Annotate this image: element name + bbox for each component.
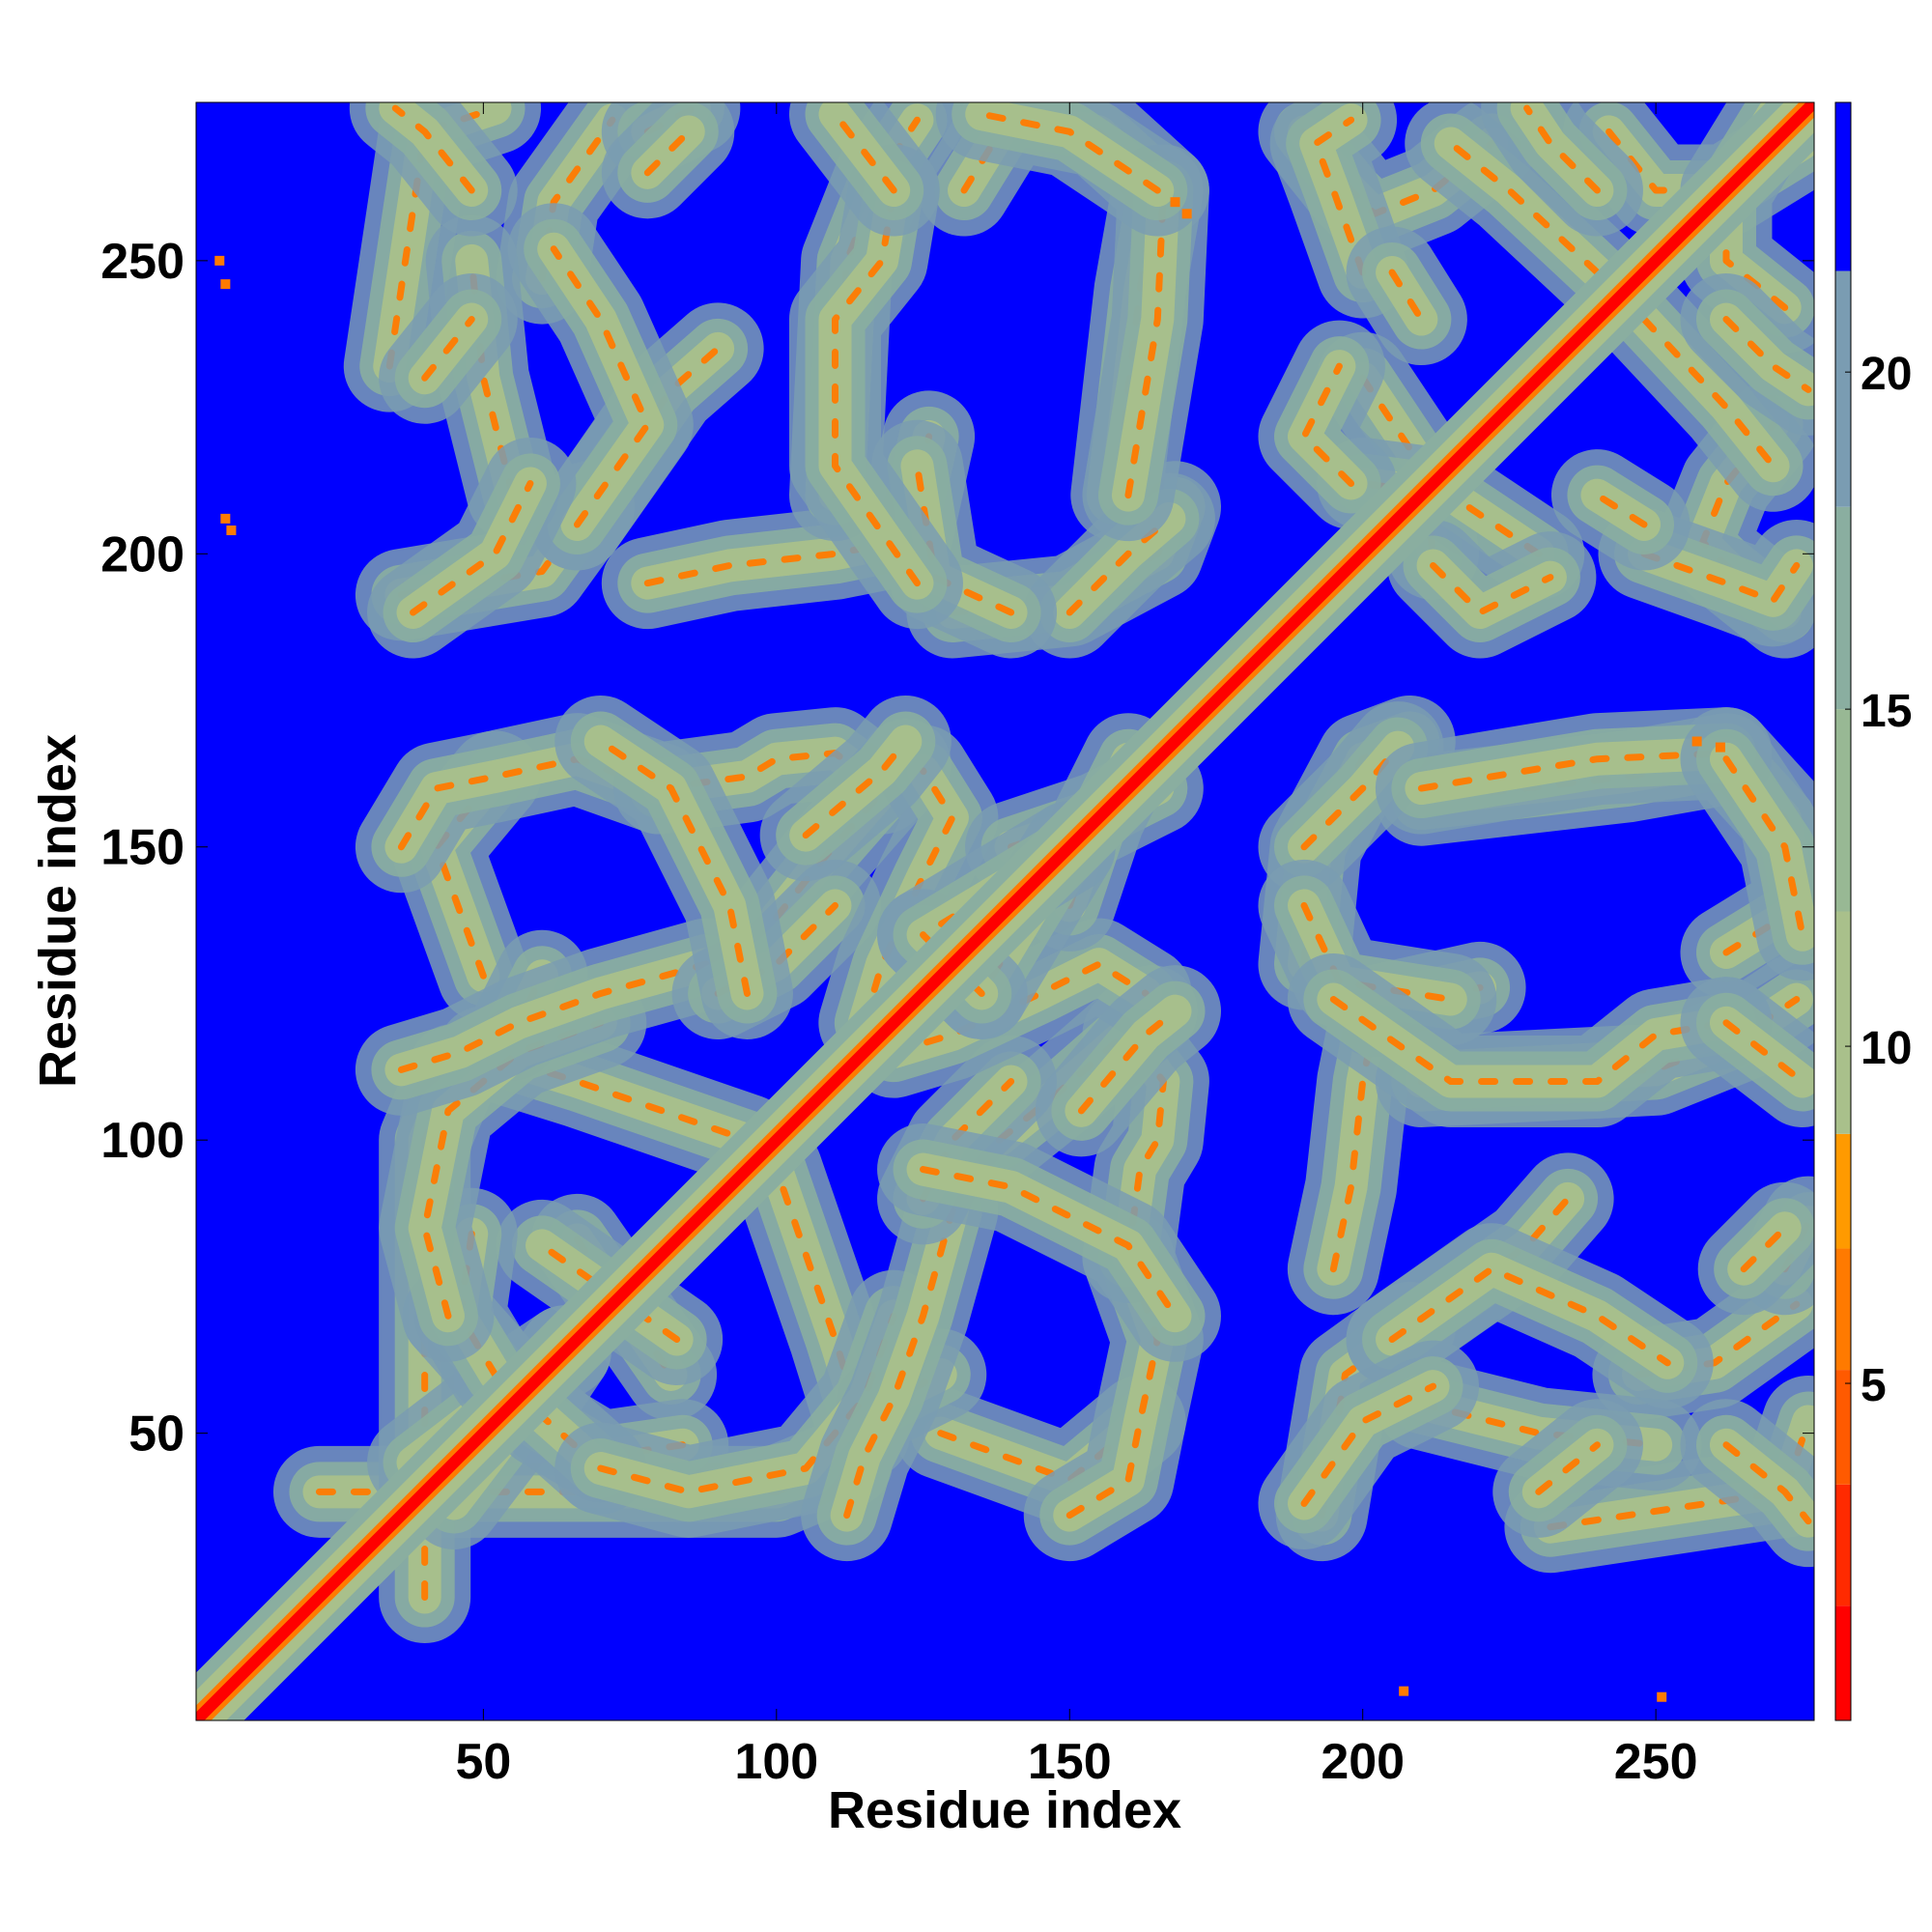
colorbar-band-8 [1835,270,1851,507]
plot-frame [195,101,1815,1721]
contact-ribbon-39-mirror-band-3 [391,104,475,194]
contact-ribbon-33-mirror-band-3 [832,186,921,587]
contact-ribbon-33-band-3 [1329,996,1730,1085]
contact-ribbon-47-mirror-band-3 [1523,104,1601,194]
contact-ribbon-20-band-3 [538,116,616,282]
contact-ribbon-8-mirror-band-3 [843,1207,956,1520]
contact-ribbon-31-band-3 [1417,750,1730,792]
colorbar-tick-label-0: 5 [1861,1360,1887,1411]
contact-ribbon-15-band-3 [920,1166,1179,1320]
y-tick-label-1: 100 [100,1113,185,1169]
diagonal-band-3 [196,102,1814,1720]
y-tick-label-2: 150 [100,820,185,876]
isolated-contact-5 [1657,1691,1667,1702]
contact-ribbon-48-mirror-band-3 [1593,492,1648,528]
contact-ribbon-38-band-3 [1535,1441,1601,1495]
colorbar-band-5 [1835,911,1851,1134]
x-tick-label-2: 150 [1028,1734,1112,1790]
isolated-contact-4 [1399,1686,1409,1696]
contact-ribbon-32-band-3 [1722,755,1806,939]
contact-ribbon-32-mirror-band-3 [978,110,1161,194]
x-axis-label: Residue index [828,1781,1181,1839]
contact-ribbon-35-mirror-band-3 [550,245,651,528]
colorbar: 5 10 15 20 [1834,101,1912,1721]
contact-ribbon-37-mirror-band-3 [410,479,534,616]
isolated-contact-0 [214,255,225,266]
isolated-contact-9 [1715,742,1725,753]
contact-ribbon-7-mirror-band-3 [597,1312,897,1495]
contact-ribbon-17-mirror-band-3 [920,843,1073,997]
colorbar-band-4 [1835,1133,1851,1249]
contact-ribbon-20-mirror-band-3 [1634,1300,1801,1378]
isolated-contact-3 [226,526,237,536]
x-tick-label-0: 50 [455,1734,511,1790]
y-axis-label: Residue index [29,734,87,1088]
contact-ribbon-19-band-3 [573,345,722,528]
contact-ribbon-21-mirror-band-3 [1547,1417,1812,1531]
contact-ribbon-35-band-3 [1388,1265,1671,1367]
contact-ribbon-46-band-3 [1640,550,1801,605]
colorbar-band-9 [1835,102,1851,271]
contact-ribbon-40-band-3 [1740,1224,1789,1273]
contact-ribbon-44-mirror-band-3 [1300,362,1355,487]
contact-ribbon-45-band-3 [1640,316,1777,469]
contact-ribbon-45-mirror-band-3 [1447,139,1601,276]
contact-ribbon-8-band-3 [397,960,710,1073]
isolated-contact-2 [220,513,231,524]
contact-ribbon-34-mirror-band-3 [832,110,897,194]
isolated-contact-6 [1181,209,1192,219]
contact-ribbon-31-mirror-band-3 [1124,186,1167,499]
y-axis: 50 100 150 200 250 [100,234,1814,1463]
colorbar-tick-label-2: 15 [1861,686,1912,737]
contact-ribbon-13-band-3 [890,960,1150,1056]
contact-ribbon-12-band-3 [714,901,839,997]
contact-ribbon-44-band-3 [1430,561,1554,616]
y-tick-label-0: 50 [128,1406,185,1463]
contact-ribbon-40-mirror-band-3 [643,128,693,177]
y-tick-label-4: 250 [100,234,185,290]
contact-ribbon-38-mirror-band-3 [421,316,475,382]
contact-ribbon-21-band-3 [385,104,499,370]
contact-ribbon-19-mirror-band-3 [1388,1195,1572,1344]
isolated-contact-8 [1691,736,1702,747]
contact-ribbon-15-mirror-band-3 [597,738,751,997]
isolated-contact-1 [220,279,231,290]
colorbar-tick-label-1: 10 [1861,1023,1912,1074]
x-tick-label-1: 100 [734,1734,818,1790]
contact-ribbon-47-band-3 [1722,316,1812,393]
x-tick-label-4: 250 [1614,1734,1698,1790]
contact-ribbon-34-band-3 [1722,1019,1806,1085]
colorbar-band-1 [1835,1484,1851,1606]
x-tick-label-3: 200 [1321,1734,1405,1790]
contact-ribbon-46-mirror-band-3 [1312,116,1367,276]
colorbar-tick-label-3: 20 [1861,349,1912,400]
colorbar-band-3 [1835,1248,1851,1371]
x-axis: 50 100 150 200 250 [455,102,1698,1790]
contact-ribbon-14-mirror-band-3 [802,738,909,839]
colorbar-band-2 [1835,1370,1851,1485]
contact-ribbon-13-mirror-band-3 [861,767,956,1027]
colorbar-band-7 [1835,506,1851,710]
y-tick-label-3: 200 [100,526,185,582]
contact-ribbon-7-band-3 [421,1019,605,1320]
heatmap-area [196,102,1814,1720]
contact-ribbon-48-band-3 [1388,269,1425,324]
colorbar-frame [1834,101,1852,1721]
colorbar-band-0 [1835,1605,1851,1720]
contact-ribbon-39-band-3 [1722,1441,1812,1525]
contact-ribbon-12-mirror-band-3 [920,1078,1015,1203]
isolated-contact-7 [1170,197,1180,208]
colorbar-band-6 [1835,709,1851,912]
contact-ribbon-37-band-3 [1300,1382,1437,1507]
contact-ribbon-14-band-3 [1077,1008,1179,1115]
